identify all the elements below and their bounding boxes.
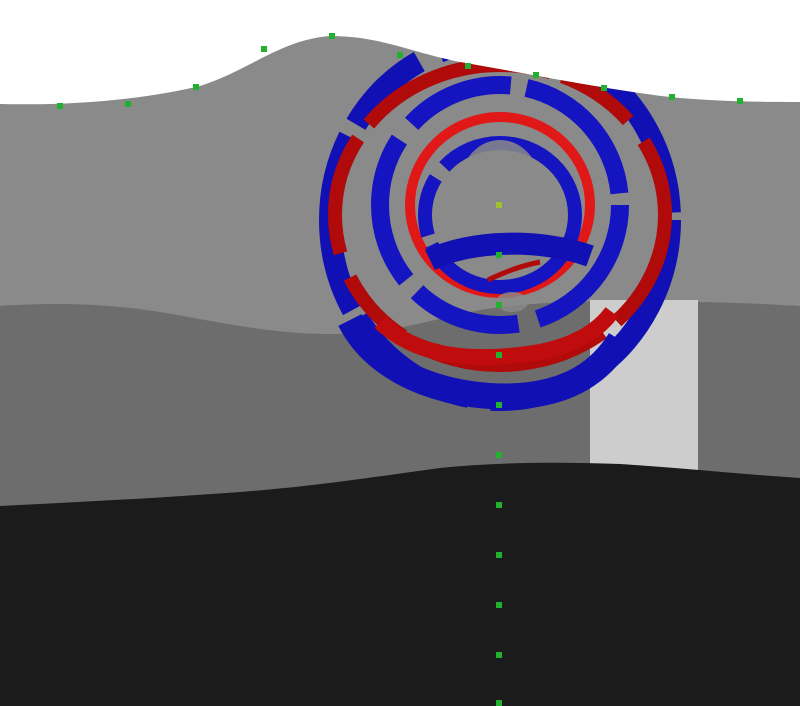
surface-receiver — [193, 84, 199, 90]
surface-receiver — [261, 46, 267, 52]
borehole-receiver — [496, 502, 502, 508]
borehole-receivers — [496, 252, 502, 706]
surface-receiver — [533, 72, 539, 78]
lower-blue-arc — [338, 313, 632, 410]
borehole-receiver — [496, 402, 502, 408]
borehole-receiver — [496, 602, 502, 608]
surface-receiver — [329, 33, 335, 39]
inner-red-streak — [486, 259, 541, 283]
surface-receivers — [57, 33, 743, 109]
middle-blue-wavefront — [371, 76, 629, 334]
lower-hole — [496, 292, 528, 312]
surface-receiver — [601, 85, 607, 91]
surface-receiver — [669, 94, 675, 100]
central-hole — [460, 140, 540, 230]
surface-receiver — [125, 101, 131, 107]
surface-receiver — [737, 98, 743, 104]
bedrock-layer — [0, 462, 800, 706]
borehole-receiver — [496, 652, 502, 658]
borehole-receiver — [496, 700, 502, 706]
borehole-receiver — [496, 302, 502, 308]
inner-blue-band — [425, 232, 594, 271]
lower-red-arc — [374, 307, 619, 366]
borehole-receiver — [496, 252, 502, 258]
wavefield — [319, 36, 681, 411]
borehole-receiver — [496, 352, 502, 358]
surface-receiver — [57, 103, 63, 109]
source-marker — [496, 202, 502, 208]
surface-receiver — [397, 52, 403, 58]
surface-receiver — [465, 63, 471, 69]
borehole-receiver — [496, 452, 502, 458]
borehole-receiver — [496, 552, 502, 558]
